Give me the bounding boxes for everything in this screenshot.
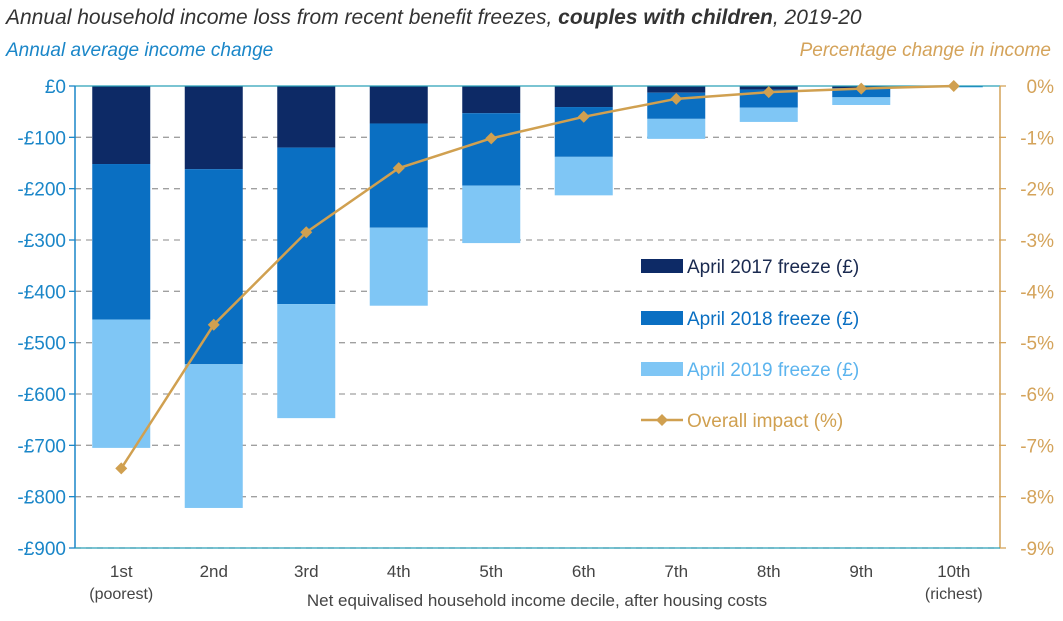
y-tick-label-right: -6%	[1020, 385, 1054, 406]
legend-swatch	[641, 311, 683, 325]
x-axis-title: Net equivalised household income decile,…	[307, 591, 767, 610]
bar-2019	[647, 118, 706, 139]
bar-2017	[92, 86, 151, 165]
y-tick-label-left: -£400	[17, 282, 66, 303]
bar-2017	[647, 86, 706, 93]
x-tick-note: (poorest)	[89, 586, 153, 603]
x-tick-label: 10th	[937, 562, 970, 581]
overall-impact-point	[947, 80, 960, 92]
y-tick-label-right: -7%	[1020, 436, 1054, 457]
y-tick-label-left: -£600	[17, 385, 66, 406]
y-tick-label-right: -5%	[1020, 334, 1054, 355]
y-tick-label-right: -2%	[1020, 180, 1054, 201]
overall-impact-point	[670, 92, 683, 105]
y-axis-right-title: Percentage change in income	[799, 40, 1051, 61]
y-tick-label-left: -£300	[17, 231, 66, 252]
x-tick-label: 7th	[664, 562, 688, 581]
overall-impact-point	[207, 318, 220, 331]
bar-2018	[184, 169, 243, 365]
bar-2017	[277, 86, 336, 148]
legend-swatch	[641, 259, 683, 273]
y-tick-label-left: £0	[45, 77, 66, 98]
x-tick-label: 2nd	[200, 562, 228, 581]
y-tick-label-right: 0%	[1027, 77, 1055, 98]
y-tick-label-left: -£700	[17, 436, 66, 457]
y-tick-label-right: -3%	[1020, 231, 1054, 252]
x-tick-label: 1st	[110, 562, 133, 581]
bar-2019	[277, 304, 336, 419]
bar-2019	[184, 364, 243, 508]
bar-2017	[369, 86, 428, 124]
y-tick-label-right: -8%	[1020, 488, 1054, 509]
x-tick-label: 9th	[849, 562, 873, 581]
bar-2017	[554, 86, 613, 108]
overall-impact-point	[855, 82, 868, 95]
bar-2019	[832, 97, 891, 105]
y-tick-label-left: -£500	[17, 334, 66, 355]
overall-impact-point	[392, 162, 405, 175]
overall-impact-point	[115, 462, 128, 475]
overall-impact-point	[300, 226, 313, 239]
chart-title: Annual household income loss from recent…	[6, 6, 862, 30]
y-tick-label-left: -£800	[17, 488, 66, 509]
bar-2019	[739, 107, 798, 122]
bar-2019	[92, 319, 151, 448]
y-tick-label-right: -1%	[1020, 128, 1054, 149]
legend-diamond-swatch	[656, 414, 668, 426]
bar-2018	[462, 113, 521, 186]
y-tick-label-left: -£100	[17, 128, 66, 149]
y-tick-label-left: -£200	[17, 180, 66, 201]
bar-2019	[462, 185, 521, 244]
x-tick-label: 5th	[479, 562, 503, 581]
x-tick-label: 3rd	[294, 562, 319, 581]
chart-title-bold: couples with children	[558, 6, 773, 29]
x-tick-label: 6th	[572, 562, 596, 581]
bar-2019	[554, 156, 613, 196]
x-tick-note: (richest)	[925, 586, 983, 603]
bar-2018	[92, 164, 151, 320]
chart-title-prefix: Annual household income loss from recent…	[6, 6, 559, 29]
bar-2018	[277, 147, 336, 305]
bar-2018	[369, 123, 428, 228]
overall-impact-point	[577, 110, 590, 123]
y-tick-label-right: -4%	[1020, 282, 1054, 303]
legend-label: April 2017 freeze (£)	[687, 257, 859, 278]
chart-title-suffix: , 2019-20	[772, 6, 862, 29]
x-tick-label: 4th	[387, 562, 411, 581]
y-axis-left-title: Annual average income change	[6, 40, 274, 61]
legend-label: April 2018 freeze (£)	[687, 309, 859, 330]
x-tick-label: 8th	[757, 562, 781, 581]
y-tick-label-left: -£900	[17, 539, 66, 560]
overall-impact-point	[485, 132, 498, 145]
legend-swatch	[641, 362, 683, 376]
bar-2017	[462, 86, 521, 114]
overall-impact-point	[762, 86, 775, 99]
y-tick-label-right: -9%	[1020, 539, 1054, 560]
legend-label: April 2019 freeze (£)	[687, 360, 859, 381]
overall-impact-line	[120, 84, 954, 470]
bar-2017	[184, 86, 243, 170]
bar-2019	[369, 227, 428, 306]
legend-label: Overall impact (%)	[687, 411, 843, 432]
